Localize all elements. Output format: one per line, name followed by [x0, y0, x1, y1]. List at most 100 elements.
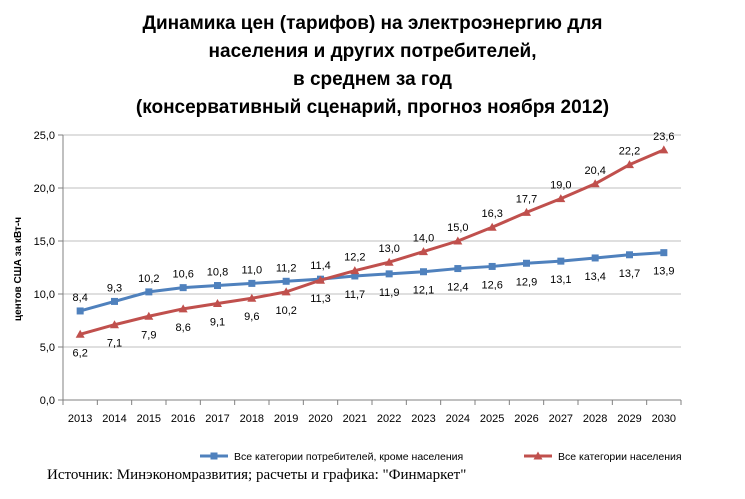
- data-label-series-2-2021: 12,2: [344, 252, 365, 264]
- x-tick-label-2014: 2014: [102, 413, 126, 425]
- point-series-2-2013: [75, 329, 85, 338]
- point-series-1-2021: [351, 272, 359, 280]
- point-series-1-2019: [282, 277, 290, 285]
- point-series-1-2030: [660, 249, 668, 257]
- x-tick-label-2020: 2020: [308, 413, 332, 425]
- data-label-series-1-2014: 9,3: [107, 282, 122, 294]
- point-series-2-2026: [522, 207, 531, 216]
- chart-title-line-3: в среднем за год: [292, 69, 452, 90]
- y-tick-label-1: 5,0: [40, 342, 55, 354]
- data-label-series-1-2023: 12,1: [413, 285, 434, 297]
- x-tick-label-2025: 2025: [480, 413, 504, 425]
- point-series-1-2022: [385, 270, 393, 278]
- point-series-1-2029: [626, 251, 633, 259]
- data-label-series-1-2013: 8,4: [73, 292, 88, 304]
- point-series-1-2026: [523, 259, 530, 267]
- data-label-series-2-2014: 7,1: [107, 338, 122, 350]
- data-label-series-2-2028: 20,4: [584, 165, 605, 177]
- legend-marker-triangle: [533, 451, 543, 460]
- data-label-series-1-2028: 13,4: [584, 271, 605, 283]
- point-series-1-2027: [557, 257, 565, 265]
- point-series-2-2021: [350, 266, 360, 275]
- data-label-series-2-2029: 22,2: [619, 146, 640, 158]
- x-tick-label-2013: 2013: [68, 413, 92, 425]
- data-labels: 8,4 6,2 9,3 7,1 10,2 7,9 10,6 8,6 10,8 9,1 11,0 9,6…: [73, 131, 675, 359]
- x-tick-label-2015: 2015: [137, 413, 161, 425]
- point-series-1-2015: [145, 288, 153, 296]
- legend-label-1: Все категории потребителей, кроме населе…: [234, 451, 463, 463]
- data-label-series-1-2019: 11,2: [276, 262, 297, 274]
- point-series-2-2016: [178, 304, 188, 313]
- data-label-series-2-2017: 9,1: [210, 317, 225, 329]
- point-series-1-2013: [76, 307, 84, 315]
- x-tick-label-2027: 2027: [549, 413, 573, 425]
- data-label-series-1-2021: 11,7: [345, 289, 366, 301]
- point-series-2-2020: [316, 275, 325, 284]
- axes: [58, 134, 682, 405]
- data-label-series-2-2020: 11,3: [310, 293, 331, 305]
- data-label-series-2-2015: 7,9: [141, 329, 156, 341]
- data-label-series-2-2022: 13,0: [378, 243, 399, 255]
- chart-title-line-4: (консервативный сценарий, прогноз ноября…: [135, 97, 610, 118]
- gridlines: [63, 134, 681, 401]
- data-label-series-1-2029: 13,7: [619, 268, 640, 280]
- x-tick-label-2016: 2016: [171, 413, 195, 425]
- point-series-1-2017: [214, 282, 221, 290]
- legend-marker-square: [210, 452, 218, 460]
- x-tick-label-2019: 2019: [274, 413, 298, 425]
- y-tick-labels: 0,0 5,0 10,0 15,0 20,0 25,0: [34, 130, 55, 407]
- point-series-2-2014: [110, 320, 119, 329]
- point-series-2-2015: [144, 311, 154, 320]
- data-label-series-1-2026: 12,9: [516, 276, 537, 288]
- data-label-series-2-2024: 15,0: [447, 222, 468, 234]
- data-label-series-1-2022: 11,9: [379, 287, 400, 299]
- data-label-series-1-2020: 11,4: [310, 260, 331, 272]
- point-series-2-2024: [453, 236, 463, 245]
- legend-item-series-1: Все категории потребителей, кроме населе…: [200, 451, 463, 463]
- data-label-series-1-2024: 12,4: [447, 282, 468, 294]
- point-series-1-2024: [454, 265, 462, 273]
- x-tick-label-2029: 2029: [617, 413, 641, 425]
- y-tick-label-3: 15,0: [34, 236, 55, 248]
- point-series-1-2018: [248, 279, 256, 287]
- data-label-series-2-2023: 14,0: [413, 233, 434, 245]
- point-series-1-2028: [591, 254, 599, 262]
- point-series-2-2022: [384, 257, 394, 266]
- legend: Все категории потребителей, кроме населе…: [200, 451, 682, 463]
- series-line-1: [79, 251, 664, 313]
- point-series-2-2028: [590, 179, 600, 188]
- x-tick-label-2030: 2030: [652, 413, 676, 425]
- point-series-1-2016: [179, 284, 187, 292]
- source-note: Источник: Минэкономразвития; расчеты и г…: [47, 467, 467, 483]
- x-tick-label-2028: 2028: [583, 413, 607, 425]
- data-label-series-2-2018: 9,6: [244, 311, 259, 323]
- data-label-series-1-2025: 12,6: [481, 279, 502, 291]
- point-series-1-2023: [420, 268, 427, 276]
- x-tick-labels: 2013 2014 2015 2016 2017 2018 2019 2020 2021 2022…: [68, 413, 676, 425]
- chart-title-line-2: населения и других потребителей,: [208, 41, 537, 62]
- y-axis-label: центов США за кВт-ч: [13, 217, 24, 321]
- point-series-2-2018: [247, 293, 257, 302]
- series-layer: [75, 145, 669, 338]
- point-series-2-2030: [659, 145, 669, 154]
- data-label-series-1-2016: 10,6: [172, 269, 193, 281]
- point-series-2-2023: [419, 247, 428, 256]
- point-series-2-2027: [556, 194, 566, 203]
- chart-title: Динамика цен (тарифов) на электроэнергию…: [0, 10, 745, 122]
- x-tick-label-2021: 2021: [343, 413, 367, 425]
- y-tick-label-2: 10,0: [34, 289, 55, 301]
- x-tick-label-2018: 2018: [240, 413, 264, 425]
- point-series-1-2025: [488, 262, 496, 270]
- point-series-2-2019: [281, 287, 291, 296]
- point-series-1-2014: [111, 297, 118, 305]
- series-line-2: [79, 148, 665, 336]
- x-tick-label-2024: 2024: [446, 413, 470, 425]
- chart-title-line-1: Динамика цен (тарифов) на электроэнергию…: [142, 13, 603, 34]
- point-series-2-2025: [487, 222, 497, 231]
- x-tick-label-2026: 2026: [514, 413, 538, 425]
- data-label-series-1-2030: 13,9: [653, 266, 674, 278]
- point-series-2-2029: [625, 160, 634, 169]
- x-tick-label-2023: 2023: [411, 413, 435, 425]
- data-label-series-2-2025: 16,3: [481, 208, 502, 220]
